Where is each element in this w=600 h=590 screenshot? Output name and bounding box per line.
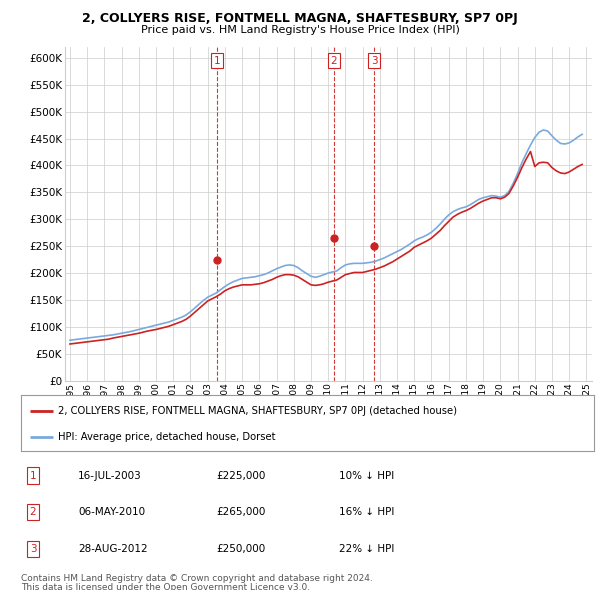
Text: Price paid vs. HM Land Registry's House Price Index (HPI): Price paid vs. HM Land Registry's House …	[140, 25, 460, 35]
Text: £225,000: £225,000	[216, 471, 265, 480]
Text: 10% ↓ HPI: 10% ↓ HPI	[339, 471, 394, 480]
Text: 28-AUG-2012: 28-AUG-2012	[78, 544, 148, 553]
Text: This data is licensed under the Open Government Licence v3.0.: This data is licensed under the Open Gov…	[21, 583, 310, 590]
Text: 3: 3	[29, 544, 37, 553]
Text: 3: 3	[371, 55, 377, 65]
Text: 06-MAY-2010: 06-MAY-2010	[78, 507, 145, 517]
Text: 22% ↓ HPI: 22% ↓ HPI	[339, 544, 394, 553]
Text: 16% ↓ HPI: 16% ↓ HPI	[339, 507, 394, 517]
Text: 2: 2	[29, 507, 37, 517]
Text: 16-JUL-2003: 16-JUL-2003	[78, 471, 142, 480]
Text: 2, COLLYERS RISE, FONTMELL MAGNA, SHAFTESBURY, SP7 0PJ: 2, COLLYERS RISE, FONTMELL MAGNA, SHAFTE…	[82, 12, 518, 25]
Text: £265,000: £265,000	[216, 507, 265, 517]
Text: 2, COLLYERS RISE, FONTMELL MAGNA, SHAFTESBURY, SP7 0PJ (detached house): 2, COLLYERS RISE, FONTMELL MAGNA, SHAFTE…	[58, 406, 457, 416]
Text: 1: 1	[214, 55, 220, 65]
Text: Contains HM Land Registry data © Crown copyright and database right 2024.: Contains HM Land Registry data © Crown c…	[21, 574, 373, 583]
Text: HPI: Average price, detached house, Dorset: HPI: Average price, detached house, Dors…	[58, 432, 276, 442]
Text: 1: 1	[29, 471, 37, 480]
Text: £250,000: £250,000	[216, 544, 265, 553]
Text: 2: 2	[331, 55, 337, 65]
